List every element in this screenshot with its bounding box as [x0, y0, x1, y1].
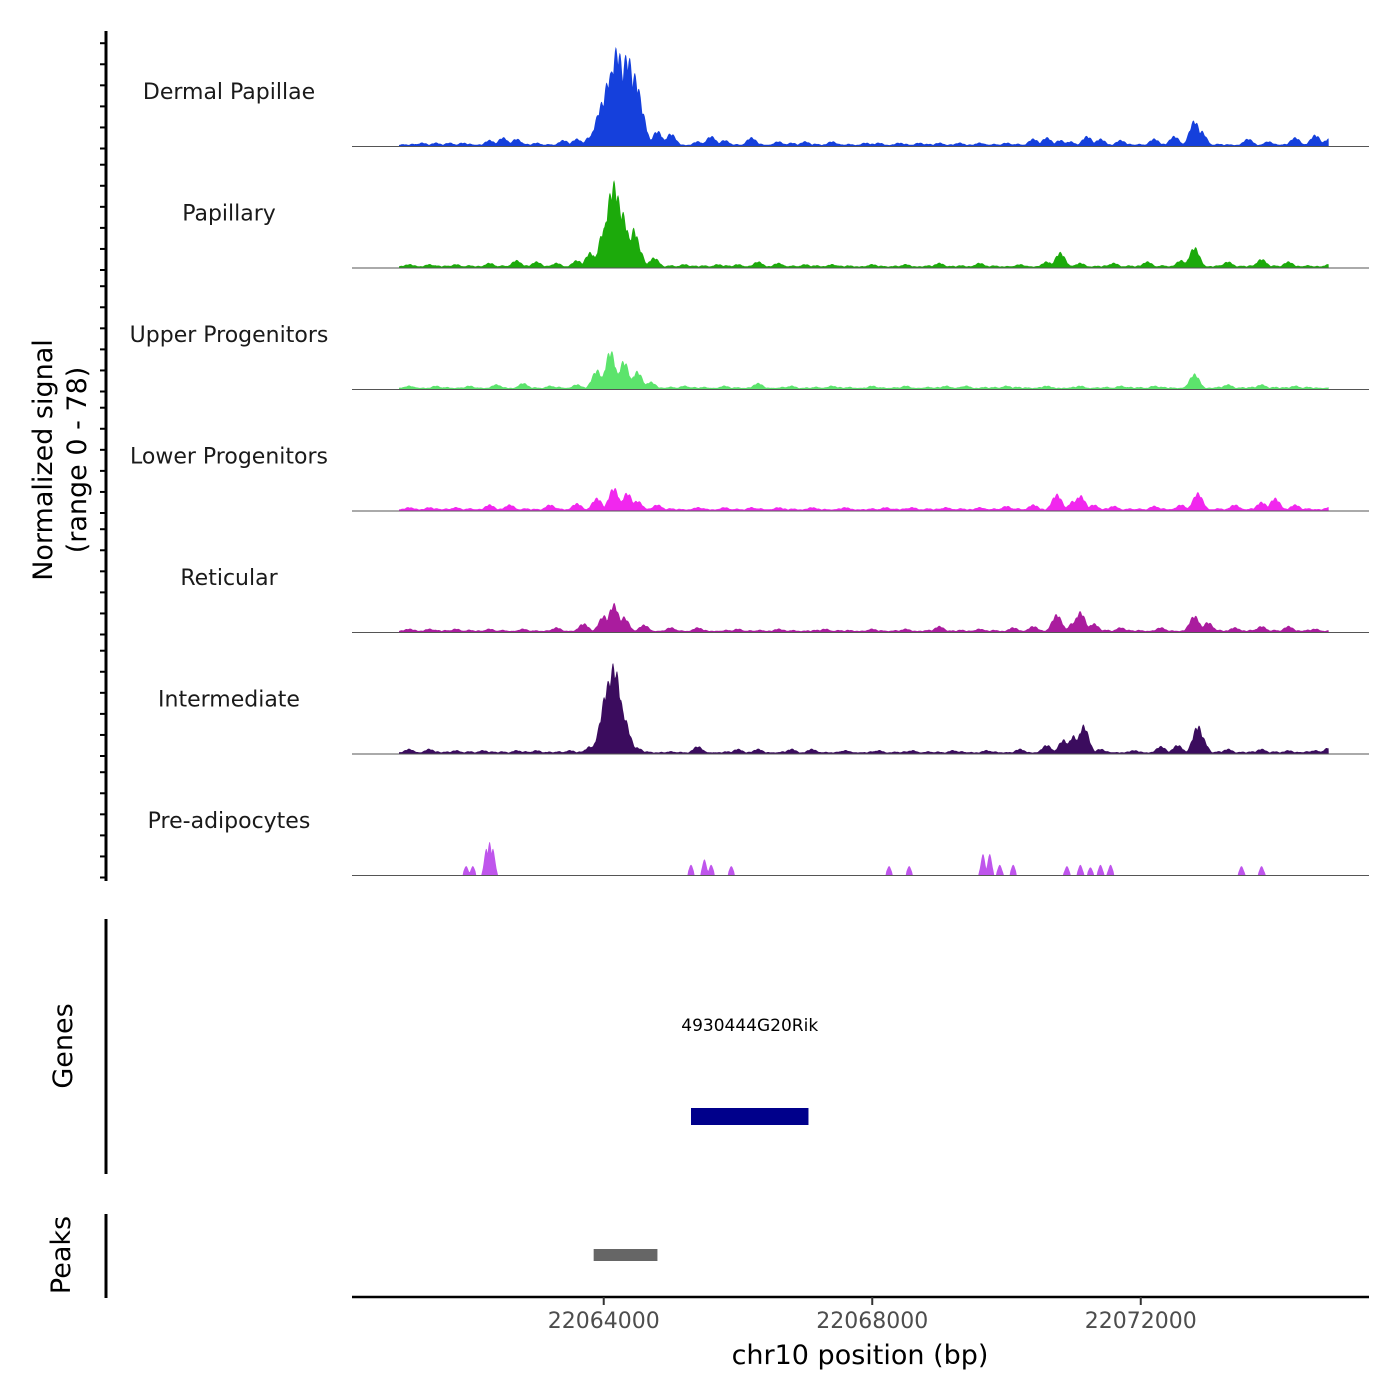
x-tick-label: 22072000: [1085, 1309, 1197, 1334]
track-label: Pre-adipocytes: [148, 809, 311, 834]
coverage-y-ticks: [100, 42, 106, 879]
peaks-axis-title: Peaks: [46, 1216, 77, 1294]
coverage-ylabel-line1: Normalized signal: [28, 339, 59, 581]
genes-axis-title: Genes: [48, 1003, 79, 1088]
x-tick-label: 22064000: [548, 1309, 660, 1334]
gene-label: 4930444G20Rik: [681, 1016, 818, 1036]
coverage-track: Papillary: [182, 180, 1369, 269]
coverage-area: [398, 180, 1329, 268]
coverage-y-axis-title: Normalized signal (range 0 - 78): [28, 339, 93, 581]
coverage-track: Lower Progenitors: [130, 445, 1369, 512]
track-label: Upper Progenitors: [130, 323, 329, 348]
coverage-track: Pre-adipocytes: [148, 809, 1369, 876]
genes-track: 4930444G20Rik: [681, 1016, 818, 1125]
coverage-track: Reticular: [180, 566, 1369, 633]
coverage-tracks: Dermal Papillae Papillary Upper Progenitor…: [130, 47, 1369, 876]
x-axis-ticks: 22064000 22068000 22072000: [548, 1297, 1197, 1334]
track-label: Lower Progenitors: [130, 445, 328, 470]
track-label: Intermediate: [158, 688, 300, 713]
coverage-area: [398, 47, 1329, 147]
coverage-area: [398, 842, 1329, 876]
genes-axis-title-group: Genes: [48, 1003, 79, 1088]
gene-body[interactable]: [691, 1108, 809, 1125]
coverage-area: [398, 351, 1329, 390]
coverage-track: Upper Progenitors: [130, 323, 1369, 390]
coverage-area: [398, 663, 1329, 754]
x-tick-label: 22068000: [816, 1309, 928, 1334]
x-axis-title: chr10 position (bp): [732, 1340, 989, 1371]
coverage-track: Intermediate: [158, 663, 1369, 755]
coverage-area: [398, 488, 1329, 511]
coverage-track: Dermal Papillae: [143, 47, 1369, 147]
peak-region[interactable]: [593, 1249, 658, 1261]
track-label: Dermal Papillae: [143, 80, 315, 105]
coverage-ylabel-line2: (range 0 - 78): [62, 367, 93, 554]
coverage-area: [398, 602, 1329, 633]
track-label: Papillary: [182, 202, 276, 227]
peaks-axis-title-group: Peaks: [46, 1216, 77, 1294]
track-label: Reticular: [180, 566, 278, 591]
